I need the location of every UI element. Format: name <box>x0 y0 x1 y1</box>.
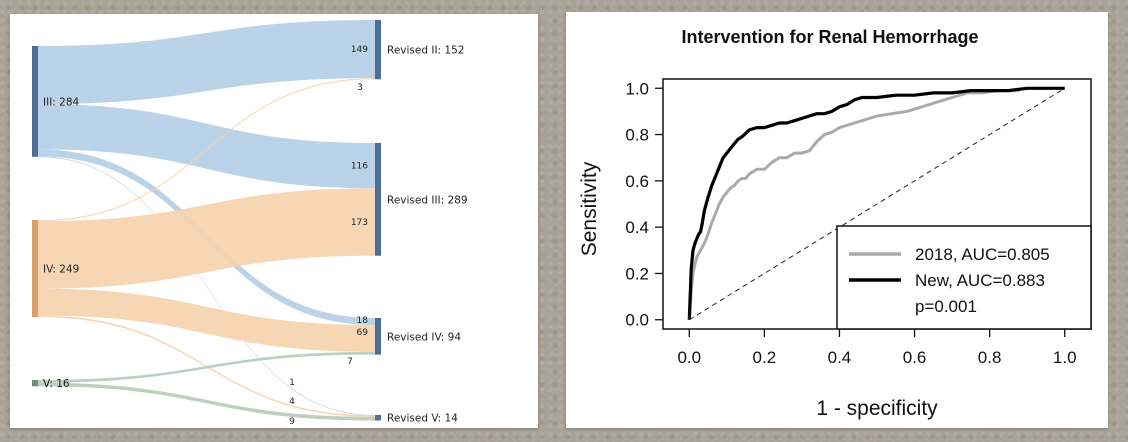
sankey-link-value-iv-rv: 4 <box>289 397 295 407</box>
sankey-link-value-iv-rii: 3 <box>357 83 363 93</box>
roc-chart: Intervention for Renal Hemorrhage 0.0 0.2… <box>578 27 1092 420</box>
sankey-node-riii <box>375 143 381 256</box>
y-tick-label: 0.0 <box>625 311 649 330</box>
x-tick-label: 0.8 <box>978 348 1002 367</box>
sankey-link-iv-riv <box>38 288 375 352</box>
roc-curve-new <box>687 86 1065 320</box>
sankey-node-iii <box>32 46 38 157</box>
x-tick-label: 0.6 <box>903 348 927 367</box>
sankey-target-label-riii: Revised III: 289 <box>387 194 468 206</box>
y-tick-label: 0.6 <box>625 172 649 191</box>
sankey-nodes <box>32 20 381 421</box>
sankey-node-v <box>32 380 38 387</box>
roc-ticks: 0.0 0.2 0.4 0.6 0.8 1.0 0.0 0.2 0.4 0.6 0.8 1.0 <box>625 79 1076 367</box>
sankey-link-value-iii-riii: 116 <box>351 162 368 172</box>
roc-legend: 2018, AUC=0.805 New, AUC=0.883 p=0.001 <box>836 225 1092 330</box>
sankey-node-rv <box>375 415 381 421</box>
legend-entry-2018: 2018, AUC=0.805 <box>915 245 1050 264</box>
sankey-node-rii <box>375 20 381 80</box>
legend-p-value: p=0.001 <box>915 297 977 316</box>
sankey-link-value-iii-rii: 149 <box>351 45 368 55</box>
y-tick-label: 1.0 <box>625 79 649 98</box>
sankey-target-label-rii: Revised II: 152 <box>387 45 464 57</box>
sankey-link-iii-rv <box>38 156 375 416</box>
sankey-link-v-rv <box>38 382 375 421</box>
x-axis-label: 1 - specificity <box>816 397 938 420</box>
sankey-link-value-iv-riii: 173 <box>351 218 368 228</box>
y-axis-label: Sensitivity <box>578 161 601 256</box>
sankey-link-value-iv-riv: 69 <box>357 328 369 338</box>
sankey-chart: III: 284 IV: 249 V: 16 Revised II: 152 Revis… <box>32 20 468 427</box>
sankey-panel: III: 284 IV: 249 V: 16 Revised II: 152 Revis… <box>10 14 538 428</box>
sankey-link-v-riv <box>38 351 375 383</box>
y-tick-label: 0.2 <box>625 264 649 283</box>
sankey-target-label-riv: Revised IV: 94 <box>387 331 461 343</box>
sankey-link-value-v-riv: 7 <box>347 357 353 367</box>
legend-box <box>836 225 1092 330</box>
sankey-link-value-iii-rv: 1 <box>289 378 295 388</box>
reference-diagonal <box>689 87 1065 321</box>
sankey-source-label-iii: III: 284 <box>43 96 80 108</box>
roc-curve-2018 <box>687 89 1020 320</box>
sankey-node-riv <box>375 318 381 355</box>
sankey-node-iv <box>32 220 38 318</box>
sankey-link-iv-riii <box>38 188 375 289</box>
x-tick-label: 0.0 <box>677 348 701 367</box>
sankey-labels: III: 284 IV: 249 V: 16 Revised II: 152 Revis… <box>43 45 468 427</box>
sankey-link-iv-rii <box>38 78 375 222</box>
sankey-link-iii-riii <box>38 104 375 189</box>
sankey-link-iii-rii <box>38 20 375 105</box>
x-tick-label: 0.2 <box>753 348 777 367</box>
y-tick-label: 0.4 <box>625 218 649 237</box>
sankey-links <box>38 20 375 421</box>
sankey-source-label-v: V: 16 <box>43 378 70 390</box>
y-tick-label: 0.8 <box>625 126 649 145</box>
sankey-link-value-iii-riv: 18 <box>357 316 369 326</box>
roc-title: Intervention for Renal Hemorrhage <box>681 27 978 47</box>
sankey-link-value-v-rv: 9 <box>289 417 295 427</box>
sankey-target-label-rv: Revised V: 14 <box>387 413 458 425</box>
legend-entry-new: New, AUC=0.883 <box>915 271 1045 290</box>
x-tick-label: 1.0 <box>1053 348 1077 367</box>
sankey-source-label-iv: IV: 249 <box>43 264 79 276</box>
roc-lines <box>687 86 1065 321</box>
roc-panel: Intervention for Renal Hemorrhage 0.0 0.2… <box>566 12 1108 428</box>
x-tick-label: 0.4 <box>828 348 852 367</box>
